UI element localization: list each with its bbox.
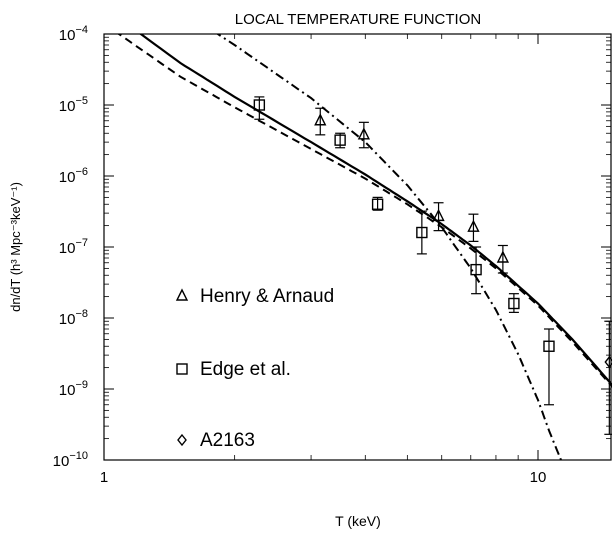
y-tick-label: 10−4 (59, 24, 88, 44)
y-tick-label: 10−5 (59, 95, 88, 115)
axis-labels: LOCAL TEMPERATURE FUNCTION T (keV) dn/dT… (8, 11, 546, 529)
data-point-square (470, 263, 482, 276)
model-curve-dashed (117, 34, 612, 388)
legend-label: A2163 (200, 430, 255, 451)
data-point-triangle (467, 219, 480, 232)
data-point-triangle (432, 208, 445, 222)
legend-label: Edge et al. (200, 359, 291, 380)
model-curve-dashdot (215, 34, 562, 460)
axes-frame (103, 33, 612, 461)
y-tick-label: 10−6 (59, 166, 88, 186)
model-curve-solid (138, 34, 612, 387)
data-point-square (371, 198, 384, 210)
data-point-triangle (496, 250, 510, 263)
y-tick-label: 10−8 (59, 308, 88, 328)
data-point-square (508, 297, 520, 310)
x-tick-label: 10 (530, 469, 547, 486)
data-point-square (253, 99, 266, 111)
x-axis-label: T (keV) (335, 513, 381, 529)
y-tick-label: 10−10 (53, 450, 88, 470)
legend-marker-square (176, 363, 188, 375)
legend: Henry & Arnaud Edge et al. A2163 (175, 286, 334, 451)
plot-border (103, 33, 612, 461)
legend-marker-triangle (175, 288, 189, 301)
data-point-square (543, 340, 555, 352)
chart-title: LOCAL TEMPERATURE FUNCTION (235, 11, 481, 28)
legend-label: Henry & Arnaud (200, 286, 334, 307)
data-points (253, 96, 612, 435)
series-triangle (314, 107, 510, 274)
data-point-square (416, 226, 428, 239)
x-tick-label: 1 (100, 469, 108, 486)
data-point-triangle (314, 113, 327, 126)
legend-marker-diamond (177, 433, 187, 447)
y-tick-label: 10−9 (59, 379, 88, 399)
series-square (253, 96, 555, 406)
data-point-triangle (357, 127, 371, 140)
model-curves (117, 34, 612, 460)
y-axis-label: dn/dT (h³ Mpc⁻³keV⁻¹) (8, 182, 23, 312)
data-point-square (334, 134, 346, 146)
y-tick-label: 10−7 (59, 237, 88, 257)
